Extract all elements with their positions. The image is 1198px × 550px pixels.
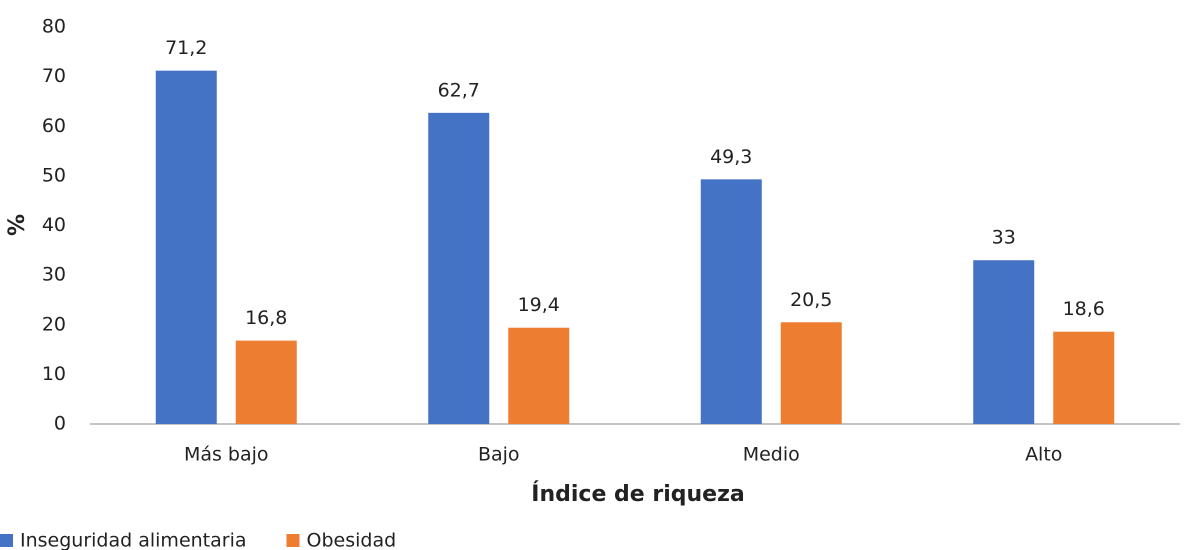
- y-tick-label: 0: [54, 413, 66, 435]
- legend-label: Inseguridad alimentaria: [20, 530, 247, 550]
- y-tick-label: 80: [42, 16, 66, 38]
- legend-label: Obesidad: [307, 530, 397, 550]
- x-tick-label: Más bajo: [184, 444, 269, 466]
- value-label: 16,8: [245, 307, 287, 329]
- y-axis-title: %: [5, 214, 30, 236]
- y-tick-label: 10: [42, 363, 66, 385]
- x-tick-label: Medio: [743, 444, 800, 466]
- x-tick-label: Bajo: [478, 444, 520, 466]
- bar: [235, 340, 297, 424]
- bar: [700, 179, 762, 424]
- bar: [1053, 331, 1115, 424]
- bar: [155, 70, 217, 425]
- y-tick-label: 20: [42, 313, 66, 335]
- y-tick-label: 70: [42, 65, 66, 87]
- legend-swatch: [0, 534, 13, 547]
- x-tick-label: Alto: [1025, 444, 1062, 466]
- y-tick-label: 40: [42, 214, 66, 236]
- bar: [973, 260, 1035, 424]
- value-label: 18,6: [1063, 298, 1105, 320]
- bar: [428, 112, 490, 424]
- bar: [780, 322, 842, 424]
- bar: [508, 327, 570, 424]
- y-tick-label: 50: [42, 164, 66, 186]
- y-tick-label: 30: [42, 264, 66, 286]
- legend-swatch: [286, 534, 300, 547]
- y-tick-label: 60: [42, 115, 66, 137]
- x-axis-title: Índice de riqueza: [531, 481, 744, 507]
- value-label: 20,5: [790, 289, 832, 311]
- value-label: 71,2: [165, 37, 207, 59]
- value-label: 49,3: [710, 146, 752, 168]
- value-label: 19,4: [518, 294, 560, 316]
- value-label: 33: [992, 227, 1016, 249]
- value-label: 62,7: [438, 79, 480, 101]
